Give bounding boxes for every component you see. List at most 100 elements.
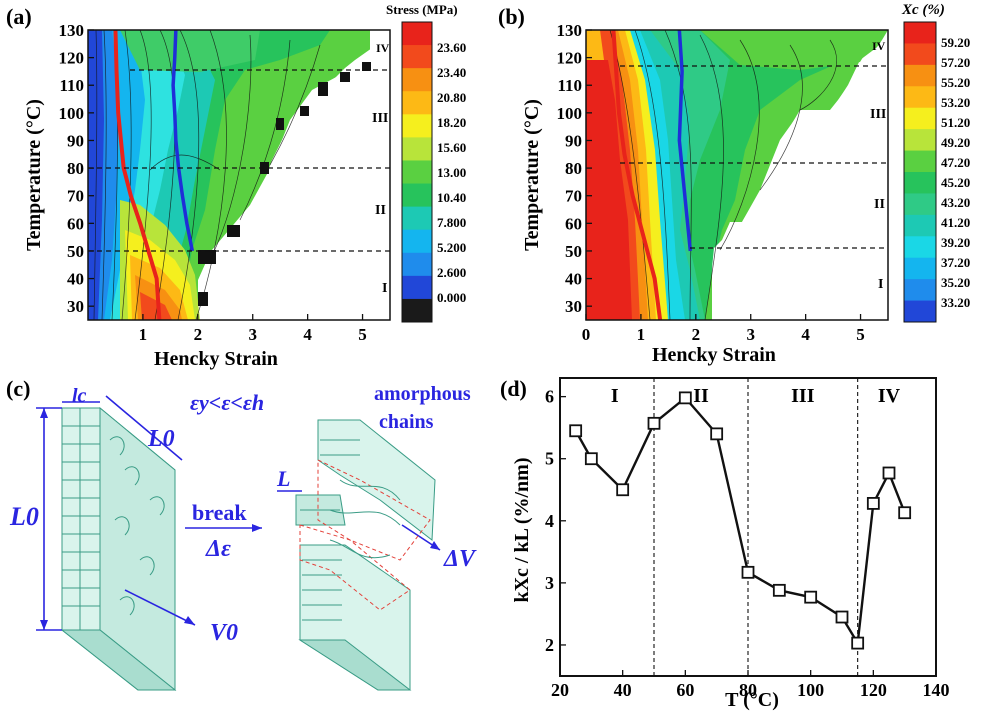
panel-d-point: [569, 424, 583, 438]
panel-b-region-iii: III: [870, 107, 886, 122]
panel-a-colorbar-level-label: 0.000: [437, 290, 466, 305]
panel-a-ytick-label: 100: [59, 104, 85, 123]
panel-b-colorbar-level-label: 53.20: [941, 95, 970, 110]
panel-b-tag: (b): [498, 4, 525, 29]
panel-a-region-i: I: [382, 281, 387, 296]
panel-a-blue-curve: [171, 30, 195, 252]
panel-b-xtick-label: 5: [856, 325, 865, 344]
panel-b-colorbar-color-band: [904, 214, 936, 237]
panel-d-point: [835, 610, 849, 624]
panel-b-xtick-label: 0: [582, 325, 591, 344]
panel-a-colorbar-color-band: [402, 275, 432, 300]
panel-b-colorbar-level-label: 41.20: [941, 215, 970, 230]
panel-b-colorbar-level-label: 47.20: [941, 155, 970, 170]
panel-d-point: [882, 466, 896, 480]
panel-b: (b): [498, 2, 970, 366]
panel-a-ytick-label: 30: [67, 297, 84, 316]
panel-d-ytick-label: 2: [545, 635, 554, 655]
panel-d-tag: (d): [500, 376, 527, 401]
panel-b-red-curve: [611, 30, 663, 320]
panel-d-ytick-label: 5: [545, 449, 554, 469]
panel-b-colorbar-color-band: [904, 193, 936, 216]
panel-a-colorbar: 23.60 23.40 20.80 18.20 15.60 13.00 10.40 7.800…: [401, 21, 466, 323]
panel-a-xtick-label: 3: [248, 325, 257, 344]
panel-d-point: [647, 416, 661, 430]
panel-a-colorbar-level-label: 23.40: [437, 65, 466, 80]
panel-a-colorbar-level-label: 18.20: [437, 115, 466, 130]
panel-a-region-iii: III: [372, 111, 388, 126]
panel-d-region-label: III: [791, 385, 815, 407]
panel-c: (c): [6, 376, 477, 692]
panel-d-xtick-label: 80: [739, 680, 757, 700]
panel-a-xtick-label: 2: [194, 325, 203, 344]
panel-d-xtick-label: 60: [676, 680, 694, 700]
panel-a-colorbar-level-label: 2.600: [437, 265, 466, 280]
panel-b-colorbar-color-band: [904, 279, 936, 302]
panel-a-colorbar-color-band: [402, 45, 432, 69]
panel-a-colorbar-level-label: 5.200: [437, 240, 466, 255]
panel-a-region-iv: IV: [376, 41, 390, 55]
break-label: break: [192, 500, 247, 525]
panel-a-colorbar-color-band: [402, 114, 432, 138]
panel-a-ytick-label: 130: [59, 21, 85, 40]
panel-b-colorbar: 59.20 57.20 55.20 53.20 51.20 49.20 47.20 45.20…: [903, 21, 970, 323]
panel-b-colorbar-color-band: [904, 150, 936, 173]
panel-d-ytick-label: 4: [545, 511, 554, 531]
panel-b-blue-curve: [677, 30, 693, 252]
panel-b-xtick-label: 3: [746, 325, 755, 344]
panel-a-colorbar-color-band: [402, 298, 432, 323]
panel-b-colorbar-level-label: 59.20: [941, 35, 970, 50]
panel-a-ytick-label: 110: [59, 76, 84, 95]
panel-a-colorbar-color-band: [402, 183, 432, 208]
panel-b-colorbar-color-band: [904, 22, 936, 44]
panel-d-series-line: [574, 396, 906, 647]
panel-b-colorbar-level-label: 49.20: [941, 135, 970, 150]
panel-b-colorbar-level-label: 51.20: [941, 115, 970, 130]
panel-a-xtick-label: 1: [139, 325, 148, 344]
panel-b-xtick-label: 2: [692, 325, 701, 344]
panel-b-colorbar-color-band: [904, 64, 936, 87]
panel-d-xtick-label: 120: [860, 680, 887, 700]
panel-b-colorbar-color-band: [904, 43, 936, 66]
panel-a-colorbar-level-label: 7.800: [437, 215, 466, 230]
panel-b-ytick-label: 80: [565, 159, 582, 178]
panel-b-ytick-label: 40: [565, 270, 582, 289]
panel-a-colorbar-color-band: [402, 22, 432, 46]
v0-label: V0: [210, 620, 238, 646]
panel-a-xtick-label: 5: [358, 325, 367, 344]
crystal-block-right: [295, 419, 436, 691]
panel-d-xtick-label: 100: [797, 680, 824, 700]
panel-d-point: [851, 636, 865, 650]
panel-a-colorbar-level-label: 10.40: [437, 190, 466, 205]
panel-a-ytick-label: 40: [67, 270, 84, 289]
panel-a-colorbar-level-label: 20.80: [437, 90, 466, 105]
panel-d-point: [710, 427, 724, 441]
panel-b-ytick-label: 50: [565, 242, 582, 261]
panel-d-point: [584, 452, 598, 466]
panel-a-colorbar-color-band: [402, 229, 432, 254]
l0-left-label: L0: [9, 502, 39, 531]
panel-a-colorbar-level-label: 15.60: [437, 140, 466, 155]
panel-b-contour: [586, 30, 888, 320]
panel-b-colorbar-color-band: [904, 236, 936, 259]
chains-label: chains: [379, 411, 434, 433]
panel-a-red-curve: [113, 30, 162, 320]
panel-d-xlabel: T (°C): [725, 689, 779, 711]
panel-a-ytick-label: 60: [67, 214, 84, 233]
panel-b-region-iv: IV: [872, 39, 886, 53]
panel-b-xtick-label: 1: [637, 325, 646, 344]
panel-a-ytick-label: 120: [59, 49, 85, 68]
delta-eps-label: Δε: [205, 536, 231, 562]
panel-a-colorbar-level-label: 13.00: [437, 165, 466, 180]
panel-d-ytick-label: 6: [545, 387, 554, 407]
panel-b-colorbar-level-label: 45.20: [941, 175, 970, 190]
panel-a-colorbar-level-label: 23.60: [437, 40, 466, 55]
panel-a-ytick-label: 50: [67, 242, 84, 261]
panel-b-ytick-label: 70: [565, 187, 582, 206]
crystal-block-left: [60, 406, 177, 692]
panel-b-colorbar-color-band: [904, 129, 936, 152]
panel-b-ytick-label: 90: [565, 131, 582, 150]
amorphous-label: amorphous: [374, 383, 471, 405]
panel-b-colorbar-color-band: [904, 107, 936, 130]
